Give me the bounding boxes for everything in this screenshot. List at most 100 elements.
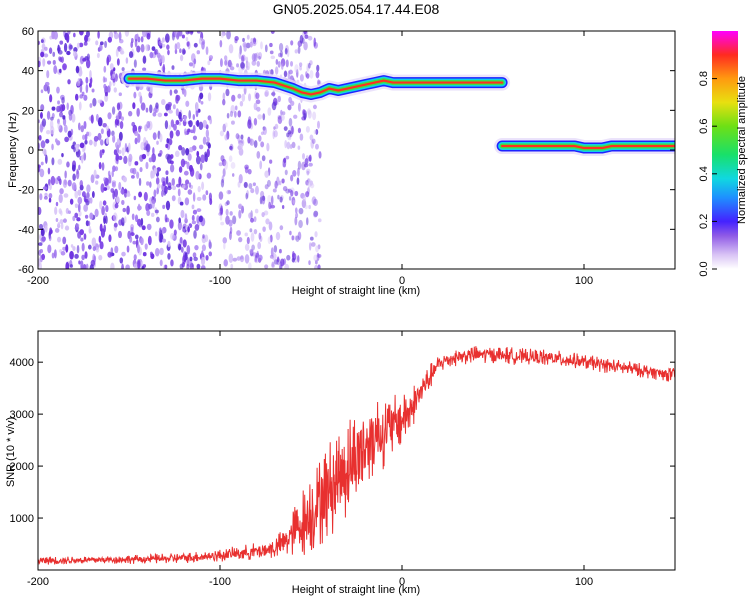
heatmap-noise-cell	[182, 228, 186, 233]
heatmap-noise-cell	[231, 120, 235, 125]
heatmap-noise-cell	[161, 43, 166, 48]
heatmap-noise-cell	[318, 151, 322, 159]
heatmap-noise-cell	[116, 102, 121, 111]
heatmap-noise-cell	[285, 59, 289, 68]
heatmap-noise-cell	[229, 226, 233, 235]
heatmap-noise-cell	[230, 263, 234, 269]
heatmap-noise-cell	[209, 117, 213, 125]
heatmap-noise-cell	[304, 204, 308, 210]
x-tick-label: -200	[27, 576, 49, 588]
heatmap-noise-cell	[294, 49, 298, 54]
heatmap-noise-cell	[88, 228, 92, 234]
heatmap-noise-cell	[180, 158, 186, 168]
heatmap-noise-cell	[189, 129, 195, 134]
heatmap-noise-cell	[222, 168, 226, 177]
heatmap-noise-cell	[248, 262, 252, 269]
heatmap-noise-cell	[83, 41, 88, 46]
heatmap-noise-cell	[62, 236, 67, 245]
heatmap-noise-cell	[43, 84, 49, 92]
heatmap-noise-cell	[186, 245, 191, 255]
heatmap-noise-cell	[239, 100, 244, 107]
heatmap-noise-cell	[136, 171, 140, 179]
heatmap-noise-cell	[74, 93, 79, 101]
heatmap-noise-cell	[81, 254, 85, 261]
heatmap-noise-cell	[233, 110, 237, 118]
heatmap-noise-cell	[58, 193, 63, 204]
heatmap-noise-cell	[305, 125, 310, 133]
heatmap-noise-cell	[187, 226, 190, 233]
heatmap-noise-cell	[38, 60, 41, 68]
heatmap-noise-cell	[38, 249, 42, 256]
heatmap-noise-cell	[258, 254, 263, 261]
heatmap-noise-cell	[164, 120, 169, 130]
heatmap-noise-cell	[133, 254, 137, 261]
heatmap-noise-cell	[136, 107, 140, 117]
heatmap-noise-cell	[124, 216, 127, 224]
heatmap-noise-cell	[55, 138, 58, 143]
heatmap-noise-cell	[195, 170, 200, 180]
heatmap-noise-cell	[312, 104, 317, 110]
heatmap-noise-cell	[118, 181, 122, 191]
heatmap-noise-cell	[187, 128, 191, 133]
heatmap-noise-cell	[62, 246, 67, 251]
heatmap-noise-cell	[280, 258, 285, 267]
heatmap-noise-cell	[185, 31, 190, 35]
heatmap-noise-cell	[143, 142, 147, 148]
heatmap-noise-cell	[98, 161, 102, 170]
heatmap-noise-cell	[89, 103, 93, 108]
heatmap-noise-cell	[224, 134, 228, 141]
heatmap-noise-cell	[195, 155, 201, 165]
heatmap-noise-cell	[238, 142, 243, 152]
heatmap-noise-cell	[308, 260, 311, 266]
heatmap-noise-cell	[297, 160, 302, 170]
heatmap-noise-cell	[258, 52, 263, 60]
heatmap-noise-cell	[118, 149, 122, 154]
heatmap-noise-cell	[107, 251, 113, 258]
heatmap-noise-cell	[123, 188, 128, 198]
heatmap-noise-cell	[61, 103, 66, 112]
x-tick-label: -200	[27, 275, 49, 287]
heatmap-noise-cell	[153, 107, 158, 114]
heatmap-noise-cell	[140, 44, 145, 53]
heatmap-noise-cell	[93, 169, 97, 179]
heatmap-noise-cell	[288, 117, 293, 127]
heatmap-noise-cell	[185, 179, 190, 185]
heatmap-noise-cell	[294, 207, 298, 214]
heatmap-noise-cell	[126, 192, 131, 198]
heatmap-noise-cell	[259, 196, 263, 205]
heatmap-noise-cell	[120, 116, 124, 121]
heatmap-noise-cell	[170, 259, 174, 267]
heatmap-noise-cell	[313, 37, 316, 47]
heatmap-noise-cell	[60, 56, 64, 64]
heatmap-noise-cell	[38, 40, 41, 46]
heatmap-noise-cell	[101, 205, 105, 216]
heatmap-noise-cell	[218, 191, 224, 200]
heatmap-noise-cell	[311, 196, 317, 205]
heatmap-noise-cell	[48, 197, 52, 203]
heatmap-noise-cell	[308, 156, 312, 162]
heatmap-noise-cell	[165, 153, 171, 160]
heatmap-noise-cell	[161, 190, 164, 197]
heatmap-noise-cell	[279, 196, 283, 203]
heatmap-noise-cell	[290, 100, 295, 106]
heatmap-noise-cell	[118, 219, 123, 226]
heatmap-noise-cell	[158, 40, 163, 46]
heatmap-noise-cell	[250, 217, 255, 223]
heatmap-noise-cell	[71, 113, 76, 123]
heatmap-noise-cell	[201, 250, 204, 258]
heatmap-noise-cell	[48, 192, 53, 199]
heatmap-noise-cell	[62, 179, 68, 188]
heatmap-noise-cell	[152, 132, 157, 141]
y-tick-label: -20	[18, 185, 34, 197]
heatmap-noise-cell	[48, 47, 53, 54]
heatmap-noise-cell	[313, 254, 318, 262]
heatmap-noise-cell	[48, 235, 52, 242]
heatmap-noise-cell	[264, 170, 269, 178]
snr-x-axis-label: Height of straight line (km)	[292, 584, 420, 596]
heatmap-noise-cell	[118, 131, 123, 141]
heatmap-noise-cell	[115, 153, 120, 162]
heatmap-noise-cell	[226, 130, 230, 140]
heatmap-noise-cell	[110, 262, 115, 269]
heatmap-noise-cell	[51, 106, 56, 111]
heatmap-noise-cell	[257, 114, 263, 120]
